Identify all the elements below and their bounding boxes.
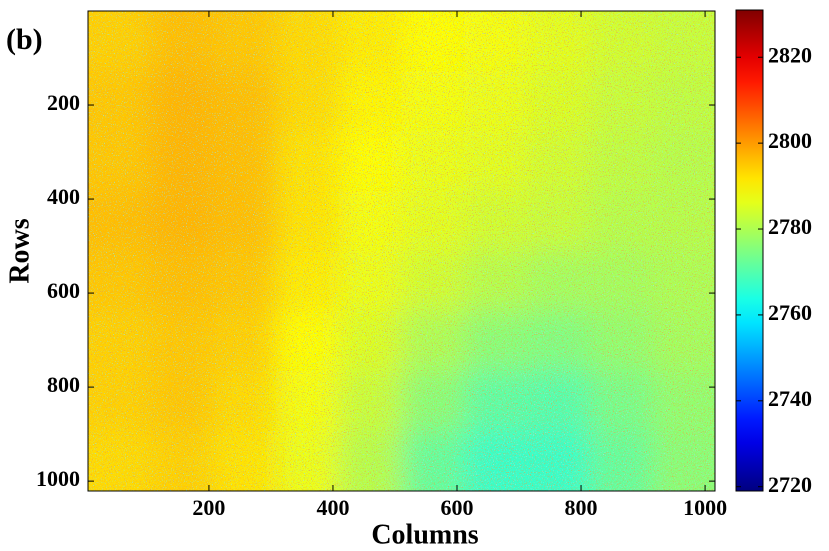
colorbar [735, 9, 764, 492]
x-tick-label: 400 [316, 495, 349, 520]
y-tick-label: 1000 [36, 466, 80, 491]
texture [88, 11, 715, 491]
panel-label: (b) [6, 23, 43, 56]
x-tick-label: 600 [441, 495, 474, 520]
x-axis-label: Columns [371, 519, 478, 550]
y-tick-label: 200 [47, 90, 80, 115]
y-tick-label: 600 [47, 278, 80, 303]
y-tick-label: 800 [47, 372, 80, 397]
x-tick-label: 800 [565, 495, 598, 520]
colorbar-tick-label: 2780 [768, 214, 812, 239]
plot-frame [87, 10, 716, 492]
colorbar-tick-label: 2760 [768, 300, 812, 325]
x-tick-label: 1000 [683, 495, 727, 520]
colorbar-tick-label: 2800 [768, 128, 812, 153]
colorbar-tick-label: 2820 [768, 42, 812, 67]
colorbar-tick-label: 2740 [768, 386, 812, 411]
heatmap [88, 11, 715, 491]
x-tick-label: 200 [192, 495, 225, 520]
y-axis-label: Rows [4, 218, 35, 283]
colorbar-tick-label: 2720 [768, 472, 812, 497]
y-tick-label: 400 [47, 184, 80, 209]
